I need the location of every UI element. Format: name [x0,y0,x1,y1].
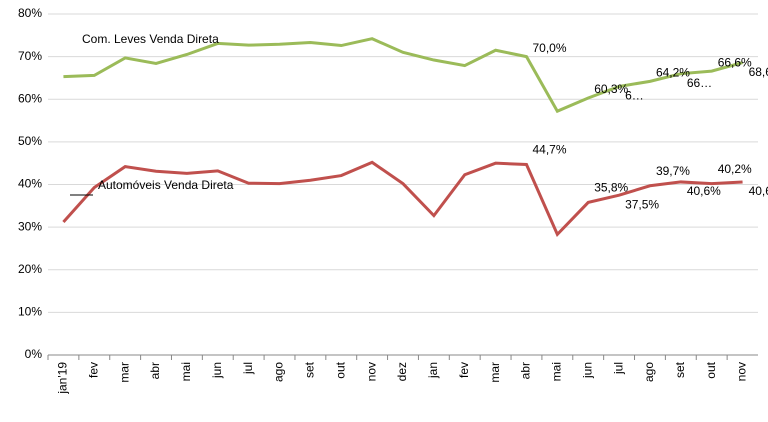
x-tick-label: out [333,361,347,378]
data-label: 40,2% [718,162,752,176]
data-label: 60,3% [594,82,628,96]
series-label: Automóveis Venda Direta [98,178,234,192]
x-tick-label: abr [519,362,533,379]
data-label: 40,6% [749,184,768,198]
x-tick-label: dez [395,362,409,381]
data-label: 44,7% [532,143,566,157]
y-tick-label: 70% [18,49,42,63]
y-tick-label: 40% [18,177,42,191]
x-tick-label: ago [642,362,656,382]
data-label: 40,6% [687,184,721,198]
data-label: 70,0% [532,41,566,55]
x-tick-label: mar [488,362,502,383]
x-tick-label: abr [148,362,162,379]
data-label: 37,5% [625,197,659,211]
x-tick-label: set [303,361,317,378]
y-tick-label: 60% [18,91,42,105]
y-tick-label: 0% [25,347,43,361]
data-label: 68,6% [749,65,768,79]
y-tick-label: 30% [18,219,42,233]
data-label: 39,7% [656,164,690,178]
x-tick-label: nov [735,362,749,381]
data-label: 35,8% [594,181,628,195]
line-series [63,37,743,114]
y-tick-label: 80% [18,6,42,20]
x-tick-label: fev [86,362,100,378]
x-tick-label: out [704,361,718,378]
x-tick-label: jun [580,362,594,379]
line-series [62,160,743,238]
y-tick-label: 50% [18,134,42,148]
x-tick-label: mai [550,362,564,381]
x-tick-label: fev [457,362,471,378]
x-tick-label: set [673,361,687,378]
data-label: 66,6% [718,55,752,69]
series-label: Com. Leves Venda Direta [82,32,219,46]
x-tick-label: jul [241,362,255,375]
data-label: 66… [687,76,712,90]
x-tick-label: jun [210,362,224,379]
data-label: 6… [625,89,644,103]
x-tick-label: jan'19 [56,362,70,395]
x-tick-label: nov [364,362,378,381]
x-tick-label: mai [179,362,193,381]
y-tick-label: 20% [18,262,42,276]
x-tick-label: jan [426,362,440,379]
x-tick-label: ago [272,362,286,382]
x-tick-label: jul [611,362,625,375]
y-tick-label: 10% [18,305,42,319]
data-label: 64,2% [656,66,690,80]
x-tick-label: mar [117,362,131,383]
